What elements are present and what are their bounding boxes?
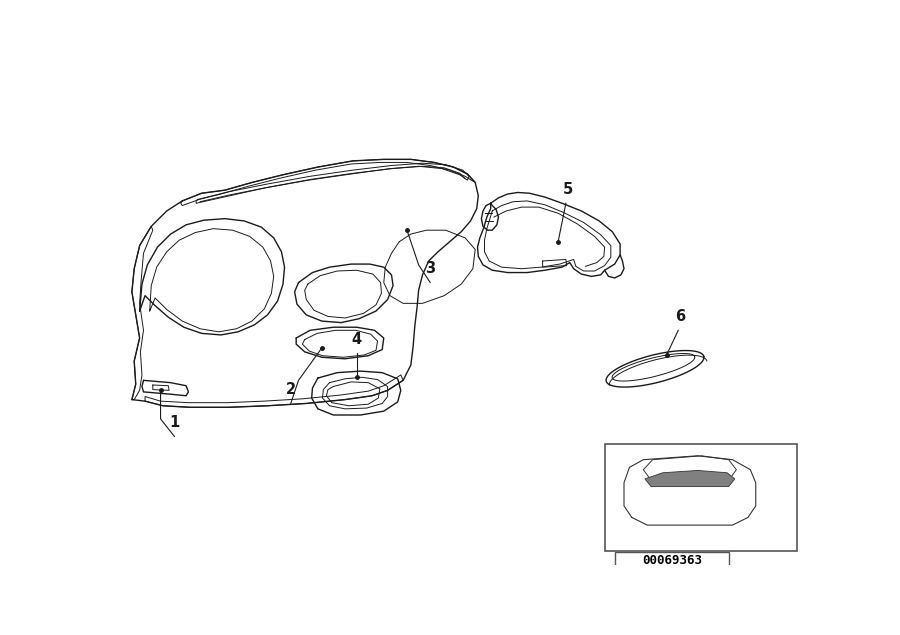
Text: 4: 4 (352, 332, 362, 347)
Text: 1: 1 (169, 415, 180, 431)
Text: 5: 5 (563, 182, 573, 197)
Text: 6: 6 (676, 309, 686, 324)
Text: 2: 2 (285, 382, 296, 398)
Text: 3: 3 (425, 262, 436, 276)
Bar (605, 444, 796, 551)
Polygon shape (645, 471, 734, 486)
Text: 00069363: 00069363 (642, 554, 702, 567)
Bar (615, 552, 729, 568)
